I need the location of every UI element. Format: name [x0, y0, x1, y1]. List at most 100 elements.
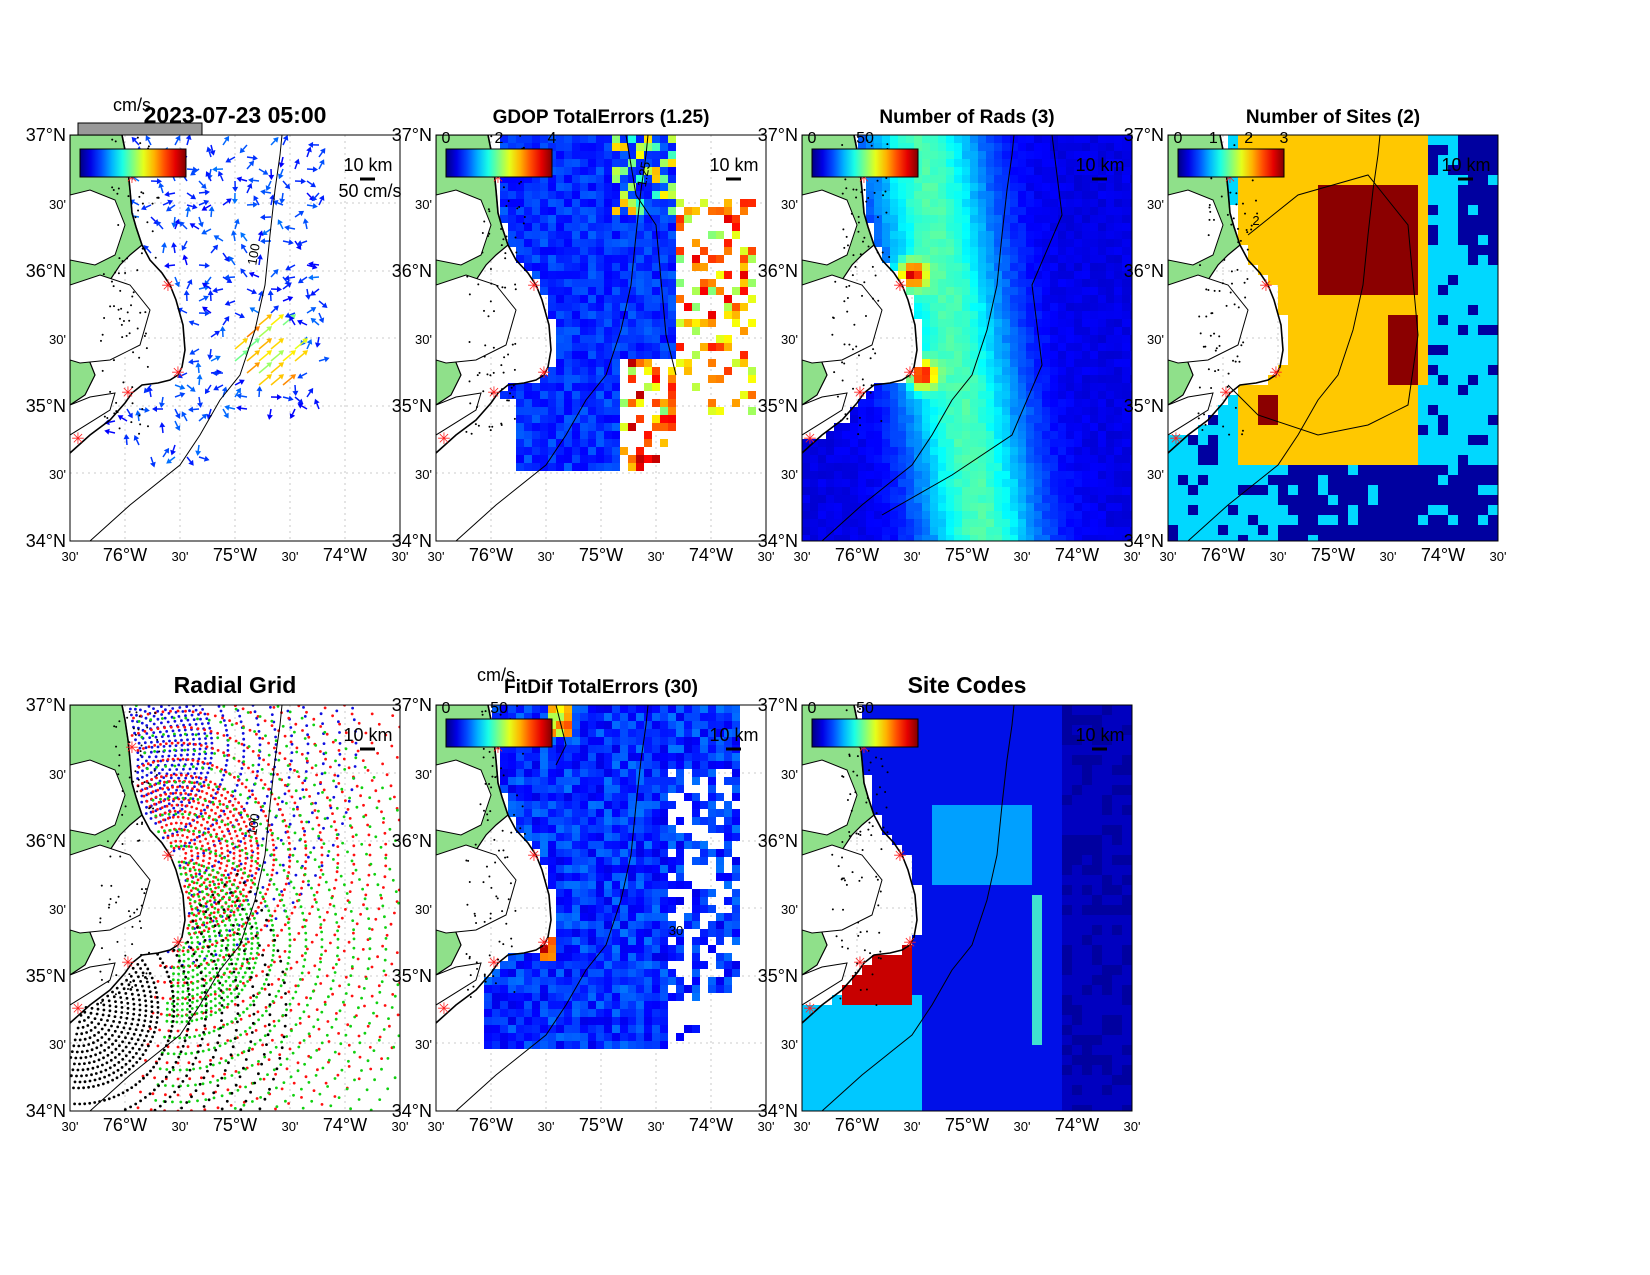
map-area: ✳✳✳✳✳30	[436, 705, 766, 1111]
sound-water-3	[802, 392, 848, 436]
lat-tick-label: 30'	[1147, 332, 1164, 347]
lon-tick-label: 30'	[1490, 549, 1507, 564]
velocity-unit: cm/s	[113, 95, 151, 115]
site-marker-icon: ✳	[537, 933, 550, 952]
site-marker-icon: ✳	[853, 383, 866, 402]
site-marker-icon: ✳	[437, 429, 450, 448]
scale-bar: 10 km	[343, 725, 393, 751]
lon-tick-label: 30'	[794, 549, 811, 564]
lat-tick-label: 36°N	[758, 261, 798, 281]
lon-tick-label: 30'	[282, 549, 299, 564]
lat-tick-label: 30'	[49, 467, 66, 482]
lon-tick-label: 76°W	[103, 545, 147, 565]
lat-tick-label: 30'	[781, 332, 798, 347]
lat-tick-label: 35°N	[26, 396, 66, 416]
lon-tick-label: 76°W	[103, 1115, 147, 1135]
sound-water-2	[802, 274, 883, 364]
site-marker-icon: ✳	[803, 999, 816, 1018]
lat-tick-label: 30'	[49, 1037, 66, 1052]
colorbar: 0 1 2 3	[1174, 130, 1289, 178]
colorbar-tick: 1	[1209, 130, 1218, 147]
scale-bar-label: 10 km	[1441, 155, 1490, 175]
site-marker-icon: ✳	[893, 276, 906, 295]
lon-tick-label: 75°W	[1311, 545, 1355, 565]
lon-tick-label: 30'	[1014, 1119, 1031, 1134]
site-marker-icon: ✳	[853, 953, 866, 972]
colorbar-tick: 2	[495, 130, 504, 147]
lat-tick-label: 36°N	[26, 831, 66, 851]
lat-tick-label: 30'	[781, 467, 798, 482]
lon-tick-label: 30'	[428, 1119, 445, 1134]
axes-frame	[69, 704, 401, 1112]
lat-tick-label: 30'	[415, 197, 432, 212]
map-area: ✳✳✳✳✳2	[1168, 135, 1498, 541]
lon-tick-label: 74°W	[689, 1115, 733, 1135]
lon-tick-label: 30'	[1270, 549, 1287, 564]
sound-water-2	[436, 844, 517, 934]
contour-lines: 30	[555, 705, 683, 938]
lon-tick-label: 74°W	[323, 1115, 367, 1135]
lon-tick-label: 30'	[758, 1119, 775, 1134]
velocity-scale-label: 50 cm/s	[338, 181, 401, 201]
sound-water-1	[1168, 189, 1224, 266]
lon-tick-label: 30'	[758, 549, 775, 564]
lat-tick-label: 35°N	[392, 396, 432, 416]
scale-bar: 10 km	[1075, 725, 1125, 751]
sound-water-2	[1168, 274, 1249, 364]
scale-bar-label: 10 km	[709, 725, 758, 745]
site-marker-icon: ✳	[171, 363, 184, 382]
lat-tick-label: 34°N	[1124, 531, 1164, 551]
lon-tick-label: 74°W	[1421, 545, 1465, 565]
scale-bar: 10 km	[1075, 155, 1125, 181]
lat-tick-label: 35°N	[758, 396, 798, 416]
current-vectors	[104, 135, 330, 468]
sound-water-2	[436, 274, 517, 364]
site-marker-icon: ✳	[125, 738, 138, 757]
lon-tick-label: 30'	[538, 1119, 555, 1134]
site-marker-icon: ✳	[487, 383, 500, 402]
colorbar: 0 50 cm/s	[442, 665, 553, 748]
sound-water-3	[802, 962, 848, 1006]
raster-cells	[1168, 135, 1498, 541]
isobath-100m	[1187, 135, 1381, 541]
radar-sites: ✳ ✳ ✳ ✳ ✳	[71, 738, 184, 1018]
site-marker-icon: ✳	[903, 363, 916, 382]
panel-rads: ✳✳✳✳✳37°N30'36°N30'35°N30'34°N30'76°W30'…	[758, 107, 1141, 565]
lon-tick-label: 76°W	[835, 1115, 879, 1135]
lat-tick-label: 37°N	[758, 125, 798, 145]
lon-tick-label: 74°W	[689, 545, 733, 565]
site-marker-icon: ✳	[437, 999, 450, 1018]
contour-lines	[881, 135, 1063, 516]
map-area: ✳✳✳✳✳	[802, 705, 1132, 1111]
panel-title: FitDif TotalErrors (30)	[504, 677, 698, 698]
panel-title: GDOP TotalErrors (1.25)	[493, 107, 710, 128]
lat-tick-label: 34°N	[26, 1101, 66, 1121]
colorbar-tick: 2	[1244, 130, 1253, 147]
site-marker-icon: ✳	[161, 846, 174, 865]
lat-tick-label: 30'	[1147, 467, 1164, 482]
lon-tick-label: 30'	[392, 1119, 409, 1134]
lon-tick-label: 30'	[538, 549, 555, 564]
lat-tick-label: 35°N	[392, 966, 432, 986]
lat-tick-label: 30'	[415, 332, 432, 347]
lon-tick-label: 30'	[904, 1119, 921, 1134]
lon-tick-label: 30'	[1160, 549, 1177, 564]
contour-label: 30	[669, 923, 683, 938]
lat-tick-label: 30'	[49, 332, 66, 347]
lon-tick-label: 30'	[1124, 1119, 1141, 1134]
site-marker-icon: ✳	[527, 846, 540, 865]
site-marker-icon: ✳	[527, 276, 540, 295]
lon-tick-label: 76°W	[469, 545, 513, 565]
site-marker-icon: ✳	[121, 953, 134, 972]
lon-tick-label: 30'	[172, 1119, 189, 1134]
lat-tick-label: 36°N	[392, 831, 432, 851]
sound-water-2	[802, 844, 883, 934]
lat-tick-label: 30'	[1147, 197, 1164, 212]
lon-tick-label: 30'	[1124, 549, 1141, 564]
sound-water-1	[436, 189, 492, 266]
axes-frame	[1167, 134, 1499, 542]
panel-title: Radial Grid	[174, 672, 297, 698]
isobath-label: 100	[244, 242, 263, 266]
coastline	[70, 135, 186, 454]
lon-tick-label: 75°W	[945, 1115, 989, 1135]
